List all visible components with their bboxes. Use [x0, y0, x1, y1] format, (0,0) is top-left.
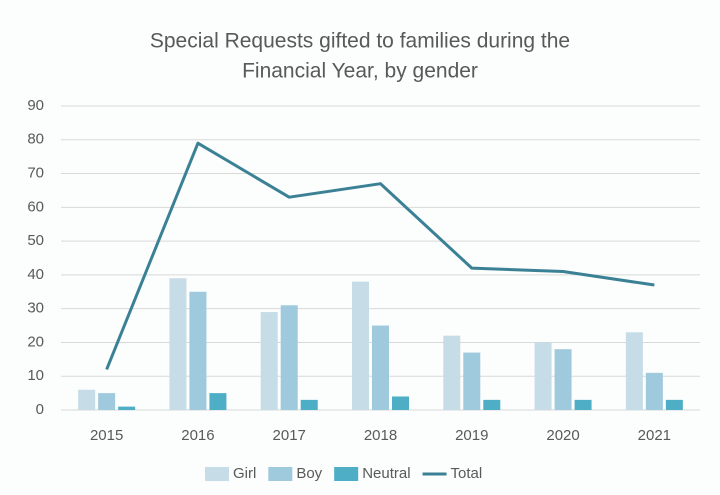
bar	[665, 399, 683, 410]
bar	[645, 372, 663, 410]
bar	[392, 396, 409, 410]
x-tick-label: 2017	[273, 427, 306, 444]
legend-label: Neutral	[362, 465, 410, 482]
bar	[260, 312, 278, 410]
legend-label: Boy	[296, 465, 322, 482]
line	[105, 141, 655, 371]
bar	[78, 389, 96, 410]
y-tick-label: 30	[27, 300, 44, 317]
x-tick-label: 2019	[455, 427, 488, 444]
bar	[118, 406, 136, 410]
x-tick-label: 2020	[546, 427, 579, 444]
bar	[300, 399, 318, 410]
bar	[352, 281, 369, 410]
y-tick-label: 40	[27, 266, 44, 283]
y-tick-label: 60	[27, 198, 44, 215]
chart-title: Financial Year, by gender	[242, 60, 478, 83]
y-tick-label: 10	[27, 367, 44, 384]
bar	[280, 305, 298, 410]
bar	[209, 393, 227, 410]
bar	[574, 399, 592, 410]
y-tick-label: 20	[27, 333, 44, 350]
x-tick-label: 2021	[638, 427, 671, 444]
legend-swatch	[268, 467, 293, 481]
bar	[98, 393, 116, 410]
bar	[534, 342, 552, 410]
x-tick-label: 2015	[90, 427, 123, 444]
legend-swatch	[334, 467, 359, 481]
y-tick-label: 50	[27, 232, 44, 249]
y-tick-label: 70	[27, 165, 44, 182]
y-tick-label: 80	[27, 131, 44, 148]
y-tick-label: 90	[27, 97, 44, 114]
legend-label: Girl	[233, 465, 256, 482]
legend-swatch	[205, 467, 229, 481]
bar	[372, 325, 389, 410]
bar	[625, 332, 643, 410]
bar	[554, 349, 572, 410]
x-tick-label: 2016	[181, 427, 214, 444]
bar	[443, 335, 461, 410]
x-tick-label: 2018	[364, 427, 397, 444]
bar	[463, 352, 481, 410]
y-tick-label: 0	[36, 401, 44, 418]
legend-label: Total	[451, 465, 483, 482]
chart-title: Special Requests gifted to families duri…	[150, 30, 570, 53]
bar	[169, 278, 187, 410]
bar	[483, 399, 501, 410]
bar	[189, 291, 207, 410]
